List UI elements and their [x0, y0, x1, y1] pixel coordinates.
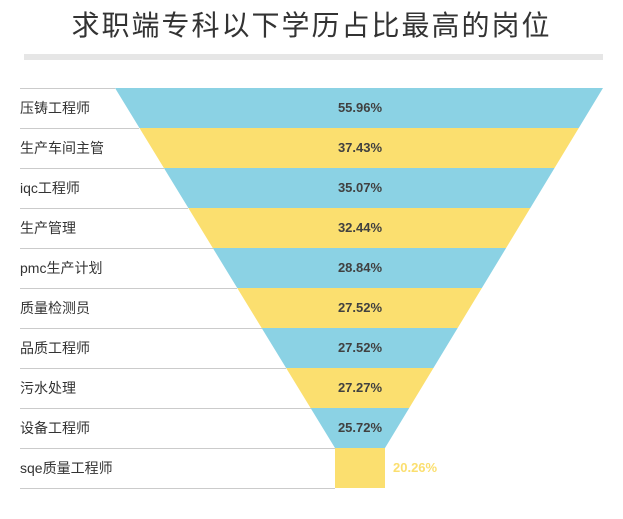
value-label: 27.27% — [337, 380, 383, 395]
row-separator-line — [20, 288, 237, 289]
category-label: sqe质量工程师 — [20, 460, 113, 476]
value-label: 27.52% — [337, 300, 383, 315]
category-label: pmc生产计划 — [20, 260, 103, 276]
value-label: 35.07% — [337, 180, 383, 195]
row-separator-line — [20, 328, 262, 329]
category-label: 品质工程师 — [20, 340, 90, 356]
funnel-segment[interactable] — [115, 88, 603, 128]
category-label: iqc工程师 — [20, 180, 80, 196]
funnel-segment[interactable] — [115, 128, 603, 168]
value-label: 20.26% — [393, 460, 438, 475]
category-label: 生产管理 — [20, 220, 76, 236]
funnel-segment[interactable] — [115, 168, 603, 208]
category-label: 设备工程师 — [20, 420, 90, 436]
row-separator-line — [20, 208, 188, 209]
value-label: 55.96% — [337, 100, 383, 115]
row-separator-line — [20, 128, 139, 129]
row-separator-line — [20, 448, 335, 449]
title-divider — [24, 54, 603, 60]
value-label: 27.52% — [337, 340, 383, 355]
value-label: 25.72% — [337, 420, 383, 435]
row-separator-line — [20, 248, 213, 249]
row-separator-line — [20, 488, 335, 489]
row-separator-line — [20, 88, 115, 89]
category-label: 质量检测员 — [20, 300, 90, 316]
row-separator-line — [20, 368, 286, 369]
value-label: 28.84% — [337, 260, 383, 275]
category-label: 压铸工程师 — [20, 100, 90, 116]
category-label: 污水处理 — [20, 380, 76, 396]
chart-title: 求职端专科以下学历占比最高的岗位 — [71, 10, 552, 41]
row-separator-line — [20, 408, 311, 409]
category-label: 生产车间主管 — [20, 140, 104, 156]
value-label: 32.44% — [337, 220, 383, 235]
value-label: 37.43% — [337, 140, 383, 155]
row-separator-line — [20, 168, 164, 169]
